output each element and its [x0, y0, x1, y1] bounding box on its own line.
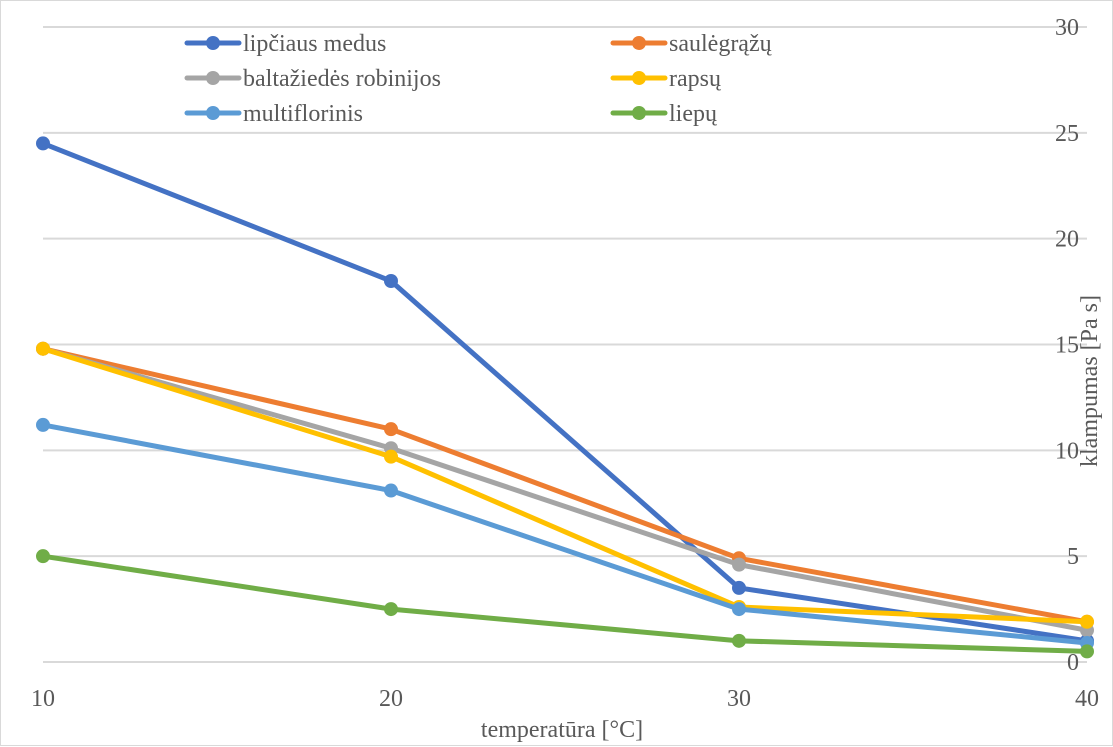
series-4: [36, 417, 1094, 650]
data-point: [36, 417, 50, 432]
legend-item: lipčiaus medus: [184, 31, 386, 57]
data-point: [36, 341, 50, 356]
legend-item: baltažiedės robinijos: [184, 66, 441, 92]
data-point: [732, 580, 746, 595]
legend-label: baltažiedės robinijos: [243, 66, 441, 92]
y-tick-label: 10: [1055, 438, 1079, 464]
y-tick-label: 5: [1067, 544, 1079, 570]
legend-label: lipčiaus medus: [243, 31, 386, 57]
data-point: [384, 483, 398, 498]
y-tick-label: 0: [1067, 650, 1079, 676]
data-point: [384, 274, 398, 288]
x-tick-label: 40: [1075, 686, 1099, 712]
legend-label: multiflorinis: [243, 101, 363, 127]
legend-label: saulėgrąžų: [669, 31, 773, 57]
series-1: [36, 341, 1094, 629]
data-point: [732, 557, 746, 572]
y-tick-label: 15: [1055, 333, 1079, 359]
data-point: [1080, 614, 1094, 629]
series-5: [36, 549, 1094, 659]
series-line: [40, 346, 1090, 625]
x-axis-title: temperatūra [°C]: [481, 717, 643, 743]
legend: lipčiaus medus saulėgrąžų baltažiedės robi…: [184, 31, 773, 127]
x-tick-label: 10: [31, 686, 55, 712]
data-point: [384, 422, 398, 437]
legend-swatch-marker: [632, 36, 646, 50]
legend-swatch-marker: [632, 106, 646, 120]
legend-item: rapsų: [610, 66, 722, 92]
data-point: [36, 136, 50, 151]
y-axis-title: klampumas [Pa s]: [1077, 295, 1103, 467]
legend-swatch-marker: [632, 71, 646, 85]
y-tick-label: 25: [1055, 121, 1079, 147]
series-layer: [36, 136, 1094, 659]
legend-label: liepų: [669, 101, 718, 127]
series-line: [40, 553, 1090, 654]
x-tick-label: 20: [379, 686, 403, 712]
y-tick-label: 30: [1055, 15, 1079, 41]
data-point: [36, 549, 50, 564]
legend-swatch-marker: [206, 106, 220, 120]
data-point: [384, 602, 398, 617]
data-point: [732, 633, 746, 648]
legend-label: rapsų: [669, 66, 722, 92]
y-axis-ticks: 0 5 10 15 20 25 30: [1055, 15, 1079, 676]
y-tick-label: 20: [1055, 227, 1079, 253]
series-line: [40, 422, 1090, 646]
series-line: [40, 346, 1090, 633]
x-axis-ticks: 10 20 30 40: [31, 686, 1099, 712]
legend-item: liepų: [610, 101, 718, 127]
legend-item: saulėgrąžų: [610, 31, 773, 57]
data-point: [1080, 644, 1094, 659]
legend-swatch-marker: [206, 36, 220, 50]
data-point: [732, 602, 746, 617]
series-line: [40, 346, 1090, 625]
x-tick-label: 30: [727, 686, 751, 712]
legend-item: multiflorinis: [184, 101, 363, 127]
data-point: [384, 449, 398, 464]
legend-swatch-marker: [206, 71, 220, 85]
gridlines: [43, 26, 1087, 663]
